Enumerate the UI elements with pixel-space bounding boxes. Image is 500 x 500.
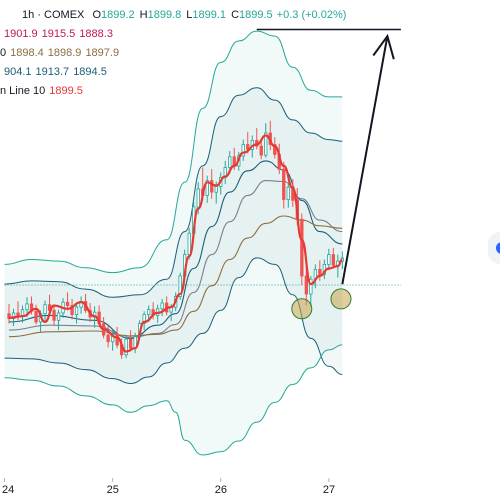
ohlc-key: C [231, 9, 240, 21]
candle-body [74, 306, 79, 315]
indicator-value: 1894.5 [73, 66, 107, 78]
candle-body [52, 309, 56, 321]
ma-line-10 [8, 134, 343, 353]
candle-body [273, 144, 277, 155]
indicator-value: 1899.5 [49, 85, 83, 97]
candle-body [11, 312, 16, 319]
ohlc-key: H [139, 9, 148, 21]
candle-body [128, 338, 133, 349]
candle-body [331, 254, 336, 266]
forecast-arrow [341, 35, 389, 285]
candle-body [246, 144, 250, 150]
indicator-value: 1897.9 [85, 47, 120, 59]
indicator-row[interactable]: 1901.9 1915.5 1888.3 [0, 25, 346, 44]
candle-body [228, 156, 232, 168]
indicator-rows: 1901.9 1915.5 1888.3 0 1898.4 1898.9 1897.9 904… [0, 25, 346, 101]
ohlc-key: O [92, 9, 102, 21]
indicator-value: 1901.9 [4, 28, 38, 40]
candle-body [34, 310, 38, 323]
candle-body [178, 275, 182, 297]
highlight-circle [330, 288, 352, 310]
candle-body [65, 301, 70, 306]
scroll-to-realtime-button[interactable] [488, 232, 500, 264]
candle-body [160, 302, 164, 310]
time-label: 26 [214, 484, 227, 496]
candle-body [210, 180, 214, 193]
ohlc-value: 1899.5 [239, 9, 273, 21]
band-lower-line [4, 257, 343, 385]
interval-label[interactable]: 1h [22, 9, 35, 21]
candle-body [327, 254, 331, 265]
indicator-label: 0 [0, 47, 7, 59]
candle-body [264, 132, 268, 156]
forecast-arrow-head [372, 33, 395, 60]
ohlc-value: +0.3 (+0.02%) [276, 9, 347, 21]
candle-body [146, 309, 151, 315]
candle-body [259, 145, 263, 156]
candle-body [16, 312, 20, 316]
indicator-label: n Line 10 [0, 85, 46, 97]
ohlc-values: O1899.2 H1899.8 L1899.1 C1899.5 +0.3 (+0.02%… [87, 9, 346, 21]
candle-body [286, 186, 290, 200]
time-label: 25 [106, 484, 119, 496]
candle-body [106, 334, 110, 343]
candle-body [43, 304, 47, 315]
time-label: 24 [2, 484, 15, 496]
indicator-row[interactable]: n Line 10 1899.5 [0, 82, 346, 101]
candle-body [25, 303, 29, 311]
candle-body [309, 278, 313, 295]
candle-body [70, 305, 74, 315]
candle-body [20, 309, 25, 316]
candle-body [56, 312, 61, 321]
symbol-row: 1h · COMEX O1899.2 H1899.8 L1899.1 C1899.5 +… [0, 6, 346, 25]
candle-body [300, 218, 304, 277]
candle-body [115, 333, 119, 346]
band-fill [4, 31, 343, 455]
candle-body [142, 314, 146, 324]
indicator-value: 1898.4 [10, 47, 44, 59]
scroll-indicator-icon [496, 242, 500, 254]
band-upper-line [4, 87, 343, 298]
candle-body [187, 232, 191, 255]
candle-body [205, 180, 209, 196]
indicator-value: 1888.3 [79, 28, 113, 40]
candle-body [304, 275, 309, 295]
chart-legend: 1h · COMEX O1899.2 H1899.8 L1899.1 C1899.5 +… [0, 6, 346, 101]
indicator-value: 904.1 [4, 66, 32, 78]
ohlc-key: L [186, 9, 193, 21]
indicator-value: 1915.5 [41, 28, 76, 40]
ohlc-value: 1899.1 [192, 9, 227, 21]
ohlc-value: 1899.2 [101, 9, 135, 21]
exchange-separator: · [37, 9, 45, 21]
candle-body [214, 185, 218, 193]
time-label: 27 [322, 484, 336, 496]
band-lower-line [4, 344, 343, 456]
candle-body [124, 338, 128, 356]
candle-body [282, 168, 286, 200]
indicator-value: 1913.7 [35, 66, 70, 78]
candle-body [241, 144, 245, 157]
ohlc-value: 1899.8 [147, 9, 182, 21]
highlight-circle [291, 298, 313, 320]
indicator-value: 1898.9 [47, 47, 82, 59]
indicator-row[interactable]: 904.1 1913.7 1894.5 [0, 63, 346, 82]
exchange-label: COMEX [44, 9, 85, 21]
candle-body [318, 268, 322, 275]
band-upper-line [4, 30, 343, 274]
indicator-row[interactable]: 0 1898.4 1898.9 1897.9 [0, 44, 346, 63]
candle-body [196, 188, 200, 208]
